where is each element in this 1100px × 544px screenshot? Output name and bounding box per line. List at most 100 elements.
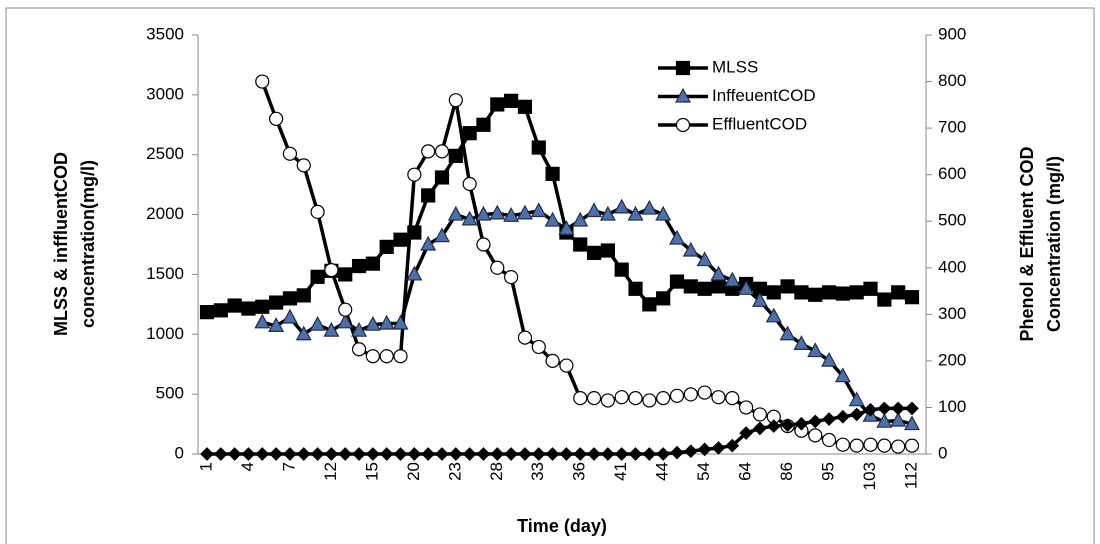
marker — [296, 447, 311, 461]
marker — [765, 307, 782, 323]
marker — [281, 308, 298, 324]
marker — [573, 447, 588, 461]
marker — [282, 146, 298, 161]
marker — [711, 390, 726, 405]
y2-tick-label: 400 — [938, 257, 966, 276]
marker — [739, 426, 753, 440]
x-tick-label: 23 — [445, 462, 464, 481]
marker — [352, 447, 366, 461]
y2-axis-title: Phenol & Effluent COD — [1017, 147, 1037, 342]
legend-marker — [675, 117, 691, 133]
y2-tick-label: 700 — [938, 118, 966, 137]
marker — [614, 390, 629, 405]
marker — [794, 285, 809, 300]
marker — [891, 439, 906, 454]
marker — [696, 251, 713, 267]
marker — [545, 166, 560, 181]
marker — [656, 391, 671, 406]
marker — [365, 349, 380, 364]
marker — [518, 447, 532, 461]
marker — [587, 447, 601, 461]
marker — [504, 447, 518, 461]
marker — [435, 447, 449, 461]
x-tick-label: 103 — [860, 462, 879, 490]
x-tick-label: 44 — [653, 462, 672, 481]
marker — [849, 407, 864, 422]
marker — [392, 314, 409, 330]
marker — [573, 237, 588, 252]
marker — [849, 285, 864, 300]
marker — [213, 303, 228, 318]
x-tick-label: 28 — [487, 462, 506, 481]
y2-tick-label: 600 — [938, 164, 966, 183]
marker — [475, 205, 492, 221]
marker — [586, 202, 603, 218]
marker — [227, 298, 242, 313]
marker — [545, 447, 560, 461]
marker — [393, 447, 408, 461]
marker — [779, 325, 796, 341]
marker — [531, 447, 546, 461]
marker — [821, 285, 837, 300]
marker — [309, 315, 326, 331]
marker — [504, 93, 519, 108]
marker — [241, 447, 256, 461]
marker — [863, 281, 878, 296]
marker — [821, 432, 837, 448]
marker — [586, 391, 602, 406]
marker — [310, 204, 325, 220]
marker — [324, 447, 339, 461]
marker — [599, 205, 616, 221]
marker — [766, 419, 781, 433]
marker — [461, 210, 478, 226]
marker — [407, 225, 422, 240]
x-tick-label: 86 — [777, 462, 796, 481]
x-tick-label: 64 — [736, 462, 755, 481]
marker — [766, 285, 781, 300]
marker — [255, 447, 270, 461]
marker — [683, 444, 698, 459]
marker — [627, 205, 644, 221]
marker — [573, 391, 588, 406]
marker — [628, 447, 643, 461]
marker — [199, 305, 215, 320]
marker — [379, 447, 394, 461]
marker — [711, 441, 726, 455]
marker — [393, 232, 408, 247]
marker — [793, 335, 810, 350]
marker — [516, 204, 533, 220]
marker — [669, 388, 685, 403]
marker — [711, 279, 726, 294]
marker — [752, 407, 768, 422]
marker — [351, 342, 367, 357]
marker — [310, 447, 325, 461]
marker — [683, 279, 698, 294]
marker — [848, 391, 865, 407]
x-tick-label: 12 — [321, 462, 340, 481]
marker — [558, 220, 575, 236]
marker — [628, 281, 643, 296]
marker — [670, 445, 684, 460]
marker — [780, 418, 795, 432]
y-tick-label: 1500 — [146, 264, 184, 283]
marker — [669, 274, 685, 289]
marker — [905, 401, 919, 416]
marker — [476, 237, 491, 252]
marker — [601, 447, 615, 461]
marker — [421, 447, 436, 461]
marker — [407, 167, 422, 182]
marker — [269, 111, 284, 126]
marker — [697, 281, 712, 296]
marker — [655, 205, 672, 221]
marker — [476, 117, 491, 132]
marker — [255, 299, 270, 314]
marker — [834, 367, 851, 383]
marker — [656, 291, 671, 306]
marker — [268, 317, 285, 333]
marker — [544, 211, 561, 227]
marker — [282, 291, 298, 306]
legend-label: MLSS — [712, 57, 758, 76]
marker — [283, 447, 297, 461]
marker — [863, 402, 878, 417]
marker — [697, 385, 712, 400]
